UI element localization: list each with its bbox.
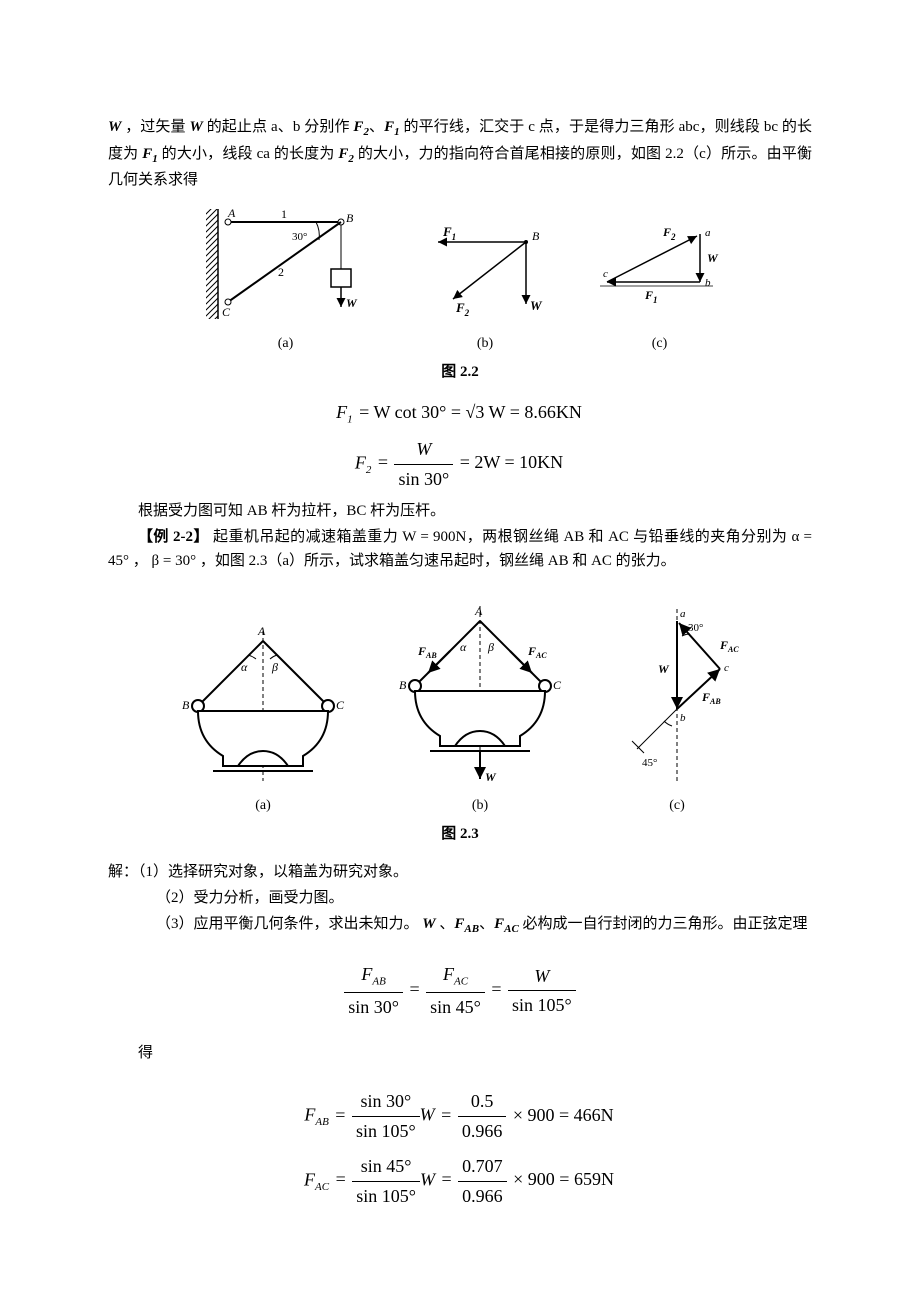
svg-text:C: C — [553, 678, 562, 692]
fig-2-3-b-label: (b) — [380, 795, 580, 817]
fig-2-2-c-svg: a b c W F2 F1 — [585, 214, 735, 329]
svg-text:b: b — [680, 712, 686, 724]
fig-2-2-a-label: (a) — [186, 333, 386, 355]
fig-2-2-a-svg: A B C 1 2 30° W — [186, 204, 386, 329]
lbl-1: 1 — [281, 207, 287, 221]
fig-2-3-a-label: (a) — [168, 795, 358, 817]
lbl-W: W — [346, 296, 358, 310]
svg-text:45°: 45° — [642, 757, 657, 769]
svg-text:F2: F2 — [455, 300, 470, 318]
para-after-eq22: 根据受力图可知 AB 杆为拉杆，BC 杆为压杆。 — [108, 499, 812, 523]
word-de: 得 — [108, 1041, 812, 1065]
svg-text:B: B — [399, 678, 407, 692]
svg-text:FAC: FAC — [719, 638, 739, 654]
figure-2-3-b: A B C α β FAB FAC W (b) — [380, 601, 580, 817]
equation-sine-rule: FABsin 30° = FACsin 45° = Wsin 105° — [108, 960, 812, 1021]
page: W ，过矢量 W 的起止点 a、b 分别作 F2、F1 的平行线，汇交于 c 点… — [0, 0, 920, 1277]
svg-text:B: B — [182, 698, 190, 712]
svg-text:B: B — [532, 229, 540, 243]
fig-2-2-b-label: (b) — [408, 333, 563, 355]
svg-text:W: W — [707, 251, 719, 265]
svg-text:F1: F1 — [442, 224, 456, 242]
svg-text:C: C — [336, 698, 345, 712]
solution-line-2: （2）受力分析，画受力图。 — [108, 886, 812, 910]
svg-text:α: α — [241, 660, 248, 674]
lbl-B: B — [346, 211, 354, 225]
svg-text:FAB: FAB — [701, 690, 721, 706]
svg-text:c: c — [603, 268, 608, 280]
figure-2-2: A B C 1 2 30° W (a) — [108, 204, 812, 355]
solution-line-3: （3）应用平衡几何条件，求出未知力。 W 、FAB、FAC 必构成一自行封闭的力… — [108, 912, 812, 939]
svg-text:a: a — [680, 608, 686, 620]
svg-text:A: A — [257, 624, 266, 638]
fig-2-2-c-label: (c) — [585, 333, 735, 355]
svg-text:a: a — [705, 227, 711, 239]
svg-text:α: α — [460, 640, 467, 654]
svg-text:β: β — [487, 640, 494, 654]
figure-2-3-c: a b c W 30° 45° FAC FAB (c) — [602, 601, 752, 817]
svg-text:F2: F2 — [662, 225, 676, 242]
example-2-2-label: 【例 2-2】 — [138, 529, 209, 545]
figure-2-2-a: A B C 1 2 30° W (a) — [186, 204, 386, 355]
figure-2-2-b: F1 B F2 W (b) — [408, 214, 563, 355]
figure-2-3-caption: 图 2.3 — [108, 822, 812, 846]
fig-2-3-b-svg: A B C α β FAB FAC W — [380, 601, 580, 791]
equation-f2: F2 = Wsin 30° = 2W = 10KN — [108, 435, 812, 494]
fig-2-3-a-svg: A B C α β — [168, 621, 358, 791]
vector-w: W — [108, 119, 121, 135]
svg-text:FAB: FAB — [417, 644, 437, 660]
svg-text:30°: 30° — [688, 622, 703, 634]
fig-2-3-c-svg: a b c W 30° 45° FAC FAB — [602, 601, 752, 791]
svg-text:W: W — [658, 662, 670, 676]
fig-2-3-c-label: (c) — [602, 795, 752, 817]
lbl-A: A — [227, 206, 236, 220]
equation-f1: F1 = W cot 30° = √3 W = 8.66KN — [108, 398, 812, 429]
svg-text:b: b — [705, 277, 711, 289]
equation-fac: FAC = sin 45°sin 105°W = 0.7070.966 × 90… — [108, 1152, 812, 1211]
lbl-30: 30° — [292, 231, 307, 243]
example-2-2: 【例 2-2】 起重机吊起的减速箱盖重力 W = 900N，两根钢丝绳 AB 和… — [108, 525, 812, 573]
figure-2-2-c: a b c W F2 F1 (c) — [585, 214, 735, 355]
svg-text:β: β — [271, 660, 278, 674]
svg-text:c: c — [724, 662, 729, 674]
svg-text:W: W — [485, 770, 497, 784]
figure-2-3-a: A B C α β (a) — [168, 621, 358, 817]
equation-fab: FAB = sin 30°sin 105°W = 0.50.966 × 900 … — [108, 1087, 812, 1146]
lbl-C: C — [222, 305, 231, 319]
svg-text:W: W — [530, 298, 543, 313]
svg-text:FAC: FAC — [527, 644, 547, 660]
lbl-2: 2 — [278, 265, 284, 279]
figure-2-2-caption: 图 2.2 — [108, 360, 812, 384]
svg-text:A: A — [474, 604, 483, 618]
figure-2-3: A B C α β (a) — [108, 601, 812, 817]
intro-paragraph: W ，过矢量 W 的起止点 a、b 分别作 F2、F1 的平行线，汇交于 c 点… — [108, 115, 812, 192]
svg-text:F1: F1 — [644, 288, 658, 305]
fig-2-2-b-svg: F1 B F2 W — [408, 214, 563, 329]
solution-line-1: 解：（1）选择研究对象，以箱盖为研究对象。 — [108, 860, 812, 884]
